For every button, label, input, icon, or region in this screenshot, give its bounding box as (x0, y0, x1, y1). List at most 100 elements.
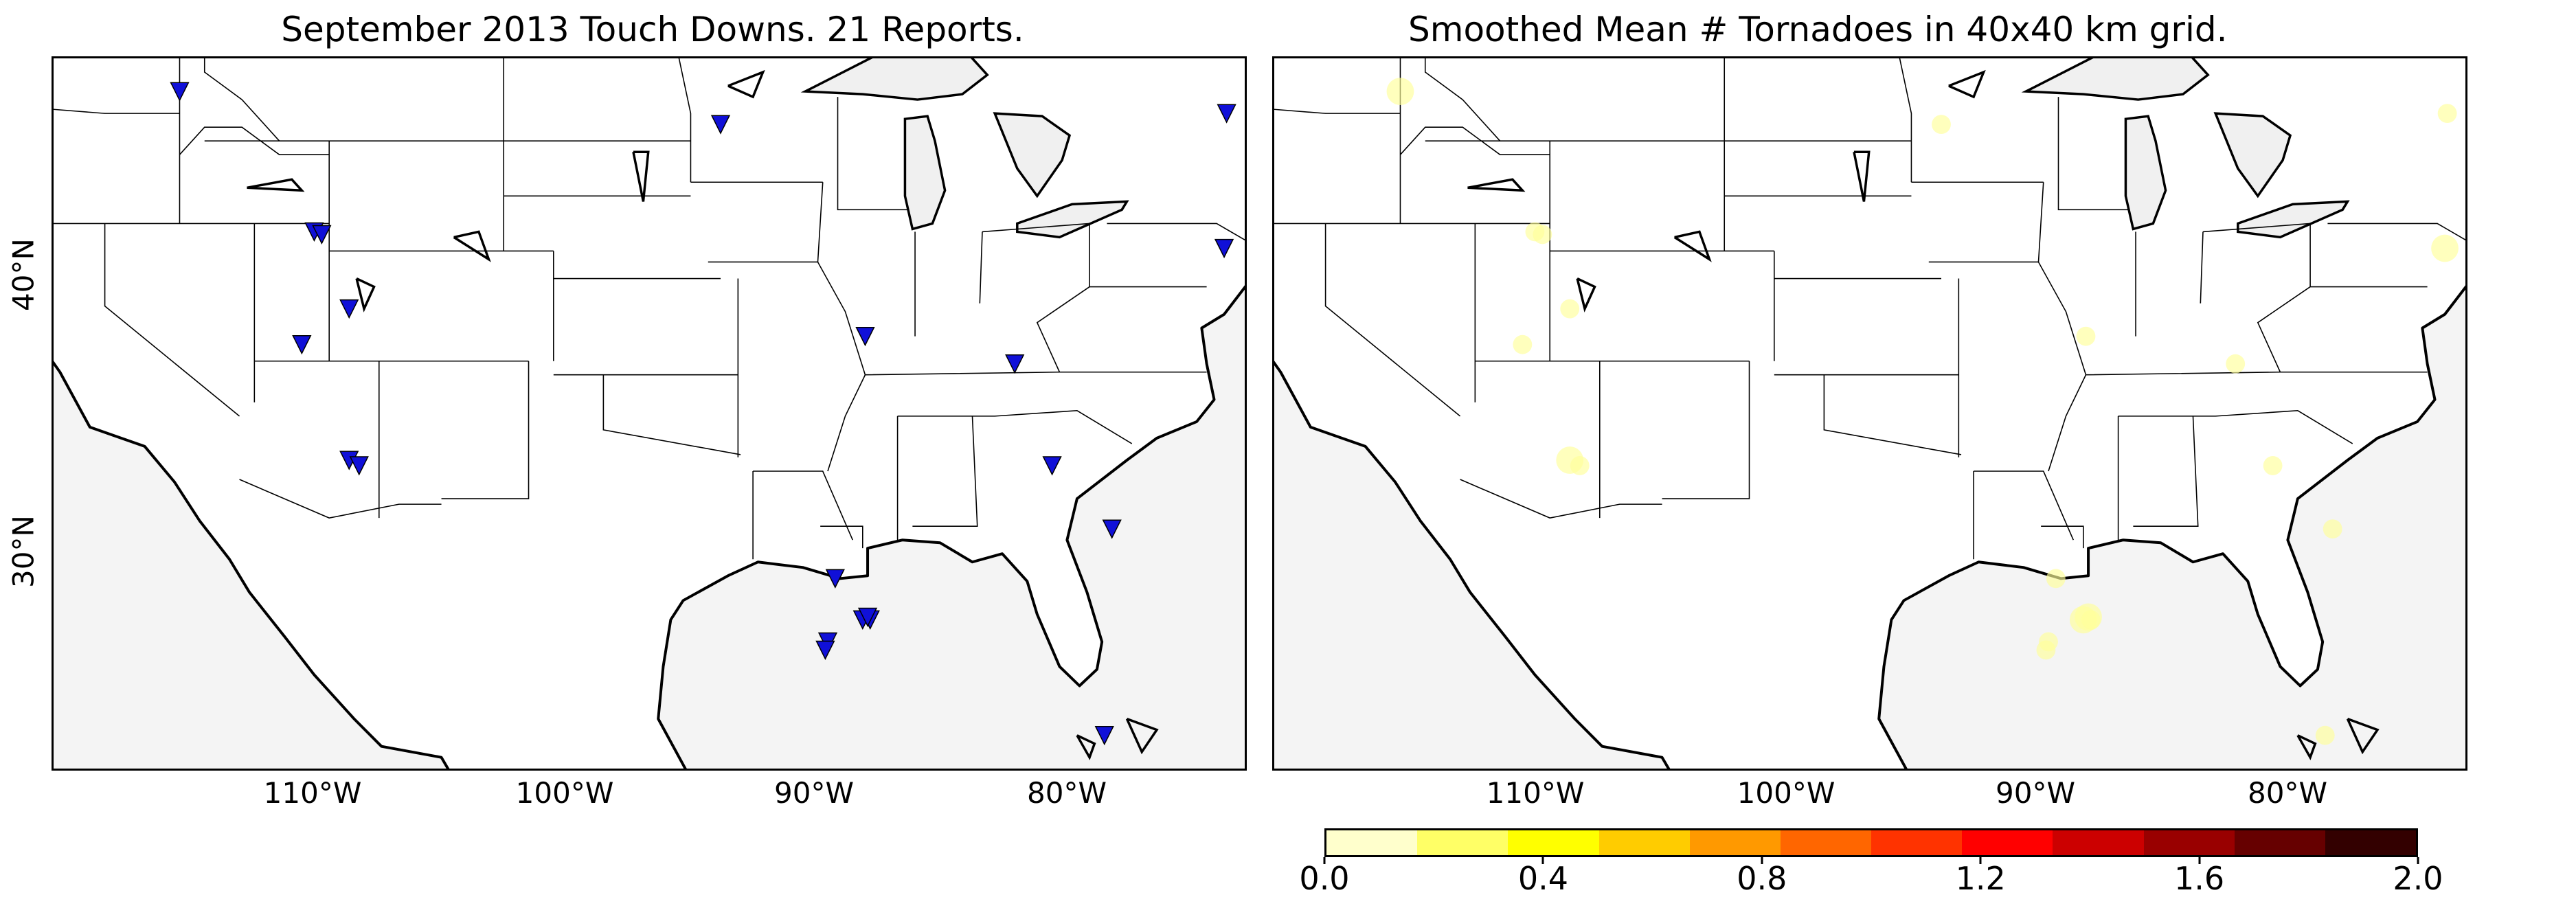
island-outline (247, 178, 305, 192)
state-boundary (1974, 470, 2075, 541)
state-boundary (837, 97, 908, 211)
colorbar (1324, 828, 2418, 857)
island-outline (1125, 717, 1159, 755)
state-boundary (1823, 374, 1962, 455)
lat-tick-label: 30°N (6, 515, 41, 588)
state-boundary (2037, 182, 2087, 375)
smoothed-map-title: Smoothed Mean # Tornadoes in 40x40 km gr… (1408, 10, 2228, 49)
state-boundary (2200, 231, 2204, 304)
state-boundary (2086, 371, 2428, 376)
tornado-report-marker (339, 299, 359, 319)
colorbar-segment (1780, 830, 1872, 855)
tornado-report-marker (349, 456, 369, 476)
density-blob (2075, 603, 2102, 631)
density-blob (2323, 519, 2342, 539)
density-blob (2263, 456, 2283, 475)
colorbar-segment (2143, 830, 2235, 855)
density-blob (1513, 334, 1533, 354)
colorbar-tick-label: 1.2 (1955, 860, 2006, 897)
state-boundary (1399, 126, 1550, 155)
tornado-report-marker (825, 569, 845, 589)
coastline (1274, 58, 2465, 769)
colorbar-tick (1323, 857, 1326, 864)
state-boundary (602, 374, 741, 455)
colorbar-tick-label: 0.8 (1737, 860, 1787, 897)
state-boundary (1036, 286, 1090, 373)
state-boundary (1460, 479, 1662, 519)
state-boundary (1424, 58, 1501, 141)
density-blob (1533, 225, 1552, 245)
state-boundary (441, 361, 530, 499)
tornado-report-marker (710, 115, 731, 135)
lon-tick-label: 90°W (774, 776, 854, 810)
state-boundary (817, 182, 866, 375)
colorbar-tick-label: 0.0 (1299, 860, 1350, 897)
state-boundary (1662, 361, 1750, 499)
density-blob (2437, 104, 2457, 124)
state-boundary (1274, 109, 1401, 114)
state-boundary (1899, 58, 1912, 183)
great-lake (2124, 115, 2167, 231)
great-lake (993, 112, 1072, 198)
state-boundary (979, 231, 983, 304)
lon-tick-label: 80°W (2248, 776, 2327, 810)
lon-tick-label: 80°W (1027, 776, 1107, 810)
density-blob (2226, 354, 2246, 374)
tornado-report-marker (1094, 726, 1114, 746)
state-boundary (2048, 374, 2087, 472)
smoothed-map[interactable] (1272, 56, 2467, 771)
state-boundary (897, 410, 1133, 444)
island-outline (1576, 277, 1596, 313)
state-boundary (912, 416, 978, 527)
state-boundary (2202, 223, 2311, 233)
tornado-report-marker (1214, 238, 1234, 259)
colorbar-segment (1326, 830, 1418, 855)
great-lake (800, 58, 989, 101)
state-boundary (753, 470, 854, 541)
tornado-report-marker (1217, 104, 1236, 124)
island-outline (453, 230, 491, 262)
state-boundary (865, 371, 1207, 376)
great-lake (2021, 58, 2210, 101)
lat-tick-label: 40°N (6, 238, 41, 311)
colorbar-tick (2417, 857, 2419, 864)
reports-map-canvas (54, 58, 1245, 769)
tornado-report-marker (1005, 354, 1025, 374)
colorbar-segment (2053, 830, 2144, 855)
colorbar-segment (1871, 830, 1963, 855)
state-boundary (2057, 97, 2129, 211)
colorbar-segment (1598, 830, 1690, 855)
colorbar-segment (2325, 830, 2417, 855)
reports-map-title: September 2013 Touch Downs. 21 Reports. (281, 10, 1024, 49)
density-blob (2036, 640, 2056, 660)
island-outline (727, 69, 765, 99)
colorbar-segment (1417, 830, 1509, 855)
state-boundary (1324, 223, 1461, 417)
island-outline (2296, 734, 2317, 760)
reports-map[interactable] (52, 56, 1247, 771)
tornado-report-marker (312, 225, 332, 245)
colorbar-tick (1541, 857, 1544, 864)
great-lake (1016, 200, 1129, 239)
tornado-report-marker (815, 640, 835, 660)
island-outline (2346, 717, 2380, 755)
density-blob (1932, 115, 1951, 135)
density-blob (1570, 456, 1590, 475)
lon-tick-label: 110°W (1486, 776, 1585, 810)
state-boundary (2118, 410, 2353, 444)
island-outline (632, 150, 650, 202)
colorbar-segment (1508, 830, 1599, 855)
state-boundary (54, 109, 180, 114)
colorbar-tick (1979, 857, 1982, 864)
tornado-report-marker (855, 326, 875, 347)
island-outline (1948, 69, 1986, 99)
colorbar-segment (2234, 830, 2325, 855)
tornado-report-marker (1102, 519, 1122, 539)
state-boundary (678, 58, 692, 183)
density-blob (1560, 299, 1580, 319)
density-blob (2046, 569, 2066, 589)
colorbar-tick-label: 1.6 (2174, 860, 2225, 897)
island-outline (1673, 230, 1712, 262)
tornado-report-marker (170, 82, 190, 102)
lon-tick-label: 90°W (1996, 776, 2075, 810)
